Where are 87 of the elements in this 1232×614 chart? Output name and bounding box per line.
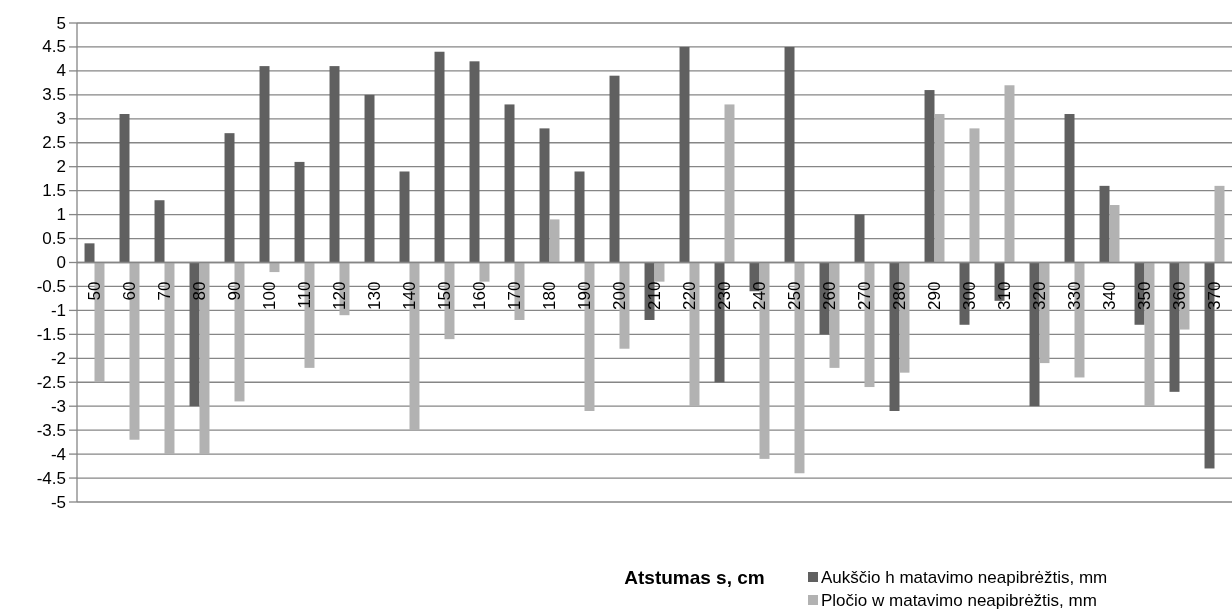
bar [654, 262, 665, 282]
x-tick-label: 120 [330, 281, 349, 310]
x-tick-label: 260 [820, 281, 839, 310]
bar [479, 262, 490, 282]
bar [934, 114, 945, 263]
y-tick-label: 4.5 [42, 37, 66, 57]
x-tick-label: 60 [120, 281, 139, 301]
x-tick-label: 180 [540, 281, 559, 310]
bar [784, 46, 795, 263]
bar [924, 90, 935, 263]
x-tick-label: 170 [505, 281, 524, 310]
y-tick-label: -2 [50, 348, 66, 368]
bar [574, 171, 585, 263]
bar [969, 128, 980, 263]
x-tick-label: 110 [295, 281, 314, 309]
x-tick-label: 360 [1170, 281, 1189, 310]
x-tick-label: 210 [645, 281, 664, 310]
x-tick-label: 140 [400, 281, 419, 310]
x-tick-label: 90 [225, 281, 244, 301]
y-tick-label: -1 [50, 300, 66, 320]
bar [224, 133, 235, 263]
y-tick-label: 5 [56, 13, 66, 33]
bar [469, 61, 480, 263]
bar [364, 94, 375, 263]
y-tick-label: -5 [50, 492, 66, 512]
bar [539, 128, 550, 263]
x-tick-label: 250 [785, 281, 804, 310]
y-tick-label: 3.5 [42, 85, 66, 105]
bar [259, 66, 270, 263]
bar [84, 243, 95, 263]
y-tick-label: 2 [56, 157, 66, 177]
bar [504, 104, 515, 263]
bar [154, 200, 165, 263]
x-tick-label: 290 [925, 281, 944, 310]
y-tick-label: -4 [50, 444, 66, 464]
x-tick-label: 150 [435, 281, 454, 310]
x-tick-label: 70 [155, 281, 174, 301]
bar [679, 46, 690, 263]
y-tick-label: 1 [56, 205, 66, 225]
bar [434, 51, 445, 263]
x-tick-label: 130 [365, 281, 384, 310]
y-tick-label: -4.5 [36, 468, 66, 488]
y-tick-label: -3.5 [36, 420, 66, 440]
bar [1214, 185, 1225, 263]
legend-label: Aukščio h matavimo neapibrėžtis, mm [821, 567, 1108, 587]
bar [1109, 205, 1120, 263]
y-tick-label: 4 [56, 61, 66, 81]
x-tick-label: 190 [575, 281, 594, 310]
y-tick-label: 3 [56, 109, 66, 129]
bar [1064, 114, 1075, 263]
y-tick-label: 0 [56, 253, 66, 272]
x-tick-label: 200 [610, 281, 629, 310]
x-tick-label: 230 [715, 281, 734, 310]
bar [854, 214, 865, 263]
bar [119, 114, 130, 263]
bar [724, 104, 735, 263]
y-tick-label: 2.5 [42, 133, 66, 153]
x-tick-label: 300 [960, 281, 979, 310]
x-tick-label: 240 [750, 281, 769, 310]
bar [329, 66, 340, 263]
bar [294, 161, 305, 263]
x-tick-label: 370 [1205, 281, 1224, 310]
x-tick-label: 330 [1065, 281, 1084, 310]
x-tick-label: 80 [190, 281, 209, 301]
y-tick-label: -0.5 [36, 276, 66, 296]
x-tick-label: 320 [1030, 281, 1049, 310]
x-tick-label: 280 [890, 281, 909, 310]
bar [1099, 185, 1110, 263]
bar [399, 171, 410, 263]
x-tick-label: 160 [470, 281, 489, 310]
x-axis-title: Atstumas s, cm [624, 566, 765, 588]
x-tick-label: 310 [995, 281, 1014, 310]
y-tick-label: -1.5 [36, 324, 66, 344]
y-tick-label: -3 [50, 396, 66, 416]
bar [609, 75, 620, 263]
y-tick-label: 1.5 [42, 181, 66, 201]
legend-label: Pločio w matavimo neapibrėžtis, mm [821, 590, 1097, 610]
x-tick-label: 270 [855, 281, 874, 310]
x-tick-label: 220 [680, 281, 699, 310]
x-tick-label: 340 [1100, 281, 1119, 310]
bar [1004, 85, 1015, 263]
x-tick-label: 50 [85, 281, 104, 301]
bar [549, 219, 560, 263]
x-tick-label: 350 [1135, 281, 1154, 310]
x-tick-label: 100 [260, 281, 279, 310]
y-tick-label: -2.5 [36, 372, 66, 392]
y-tick-label: 0.5 [42, 229, 66, 249]
